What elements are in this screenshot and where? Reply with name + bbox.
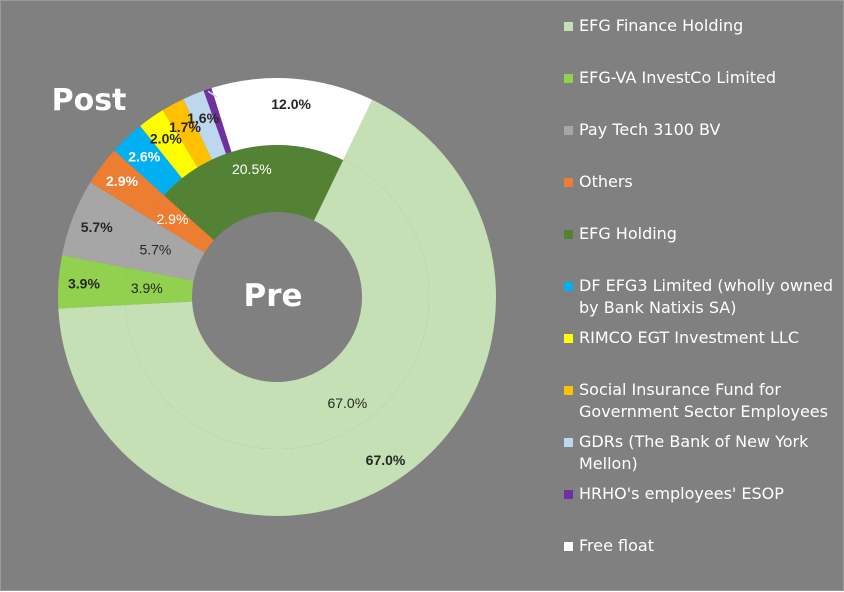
outer-data-label-social-insurance-fund-for-government-sector-employees: 1.7% <box>169 119 201 135</box>
outer-data-label-efg-va-investco-limited: 3.9% <box>68 275 100 291</box>
legend-label: EFG-VA InvestCo Limited <box>579 68 776 87</box>
inner-data-label-pay-tech-3100-bv: 5.7% <box>139 242 171 258</box>
inner-data-label-efg-holding: 20.5% <box>232 161 272 177</box>
legend-label: HRHO's employees' ESOP <box>579 484 784 503</box>
legend-swatch <box>564 178 573 187</box>
inner-data-label-efg-va-investco-limited: 3.9% <box>131 280 163 296</box>
legend-swatch <box>564 386 573 395</box>
legend-swatch <box>564 490 573 499</box>
legend-swatch <box>564 542 573 551</box>
legend-swatch <box>564 282 573 291</box>
legend-label: GDRs (The Bank of New York Mellon) <box>579 432 809 473</box>
inner-ring-pre <box>125 145 429 450</box>
outer-slice-efg-va-investco-limited <box>57 255 128 309</box>
legend-label: Free float <box>579 536 654 555</box>
legend-label: EFG Holding <box>579 224 677 243</box>
outer-slice-df-efg3-limited-wholly-owned-by-bank-natixis-sa <box>114 125 183 196</box>
legend-label: DF EFG3 Limited (wholly owned by Bank Na… <box>579 276 834 317</box>
outer-slice-hrho-s-employees-esop <box>203 88 232 154</box>
inner-slice-pay-tech-3100-bv <box>127 217 205 281</box>
outer-data-label-hrho-s-employees-esop: 0.6% <box>220 92 252 108</box>
legend-label: Others <box>579 172 633 191</box>
leader-lines <box>207 90 218 98</box>
legend-swatch <box>564 230 573 239</box>
inner-slice-others <box>147 195 214 253</box>
outer-ring-title: Post <box>52 83 127 118</box>
legend-swatch <box>564 438 573 447</box>
outer-slice-social-insurance-fund-for-government-sector-employees <box>162 99 212 168</box>
inner-slice-efg-finance-holding <box>125 160 429 450</box>
outer-data-label-rimco-egt-investment-llc: 2.0% <box>150 131 182 147</box>
legend-swatch <box>564 334 573 343</box>
legend-label: Social Insurance Fund for Government Sec… <box>579 380 828 421</box>
outer-data-label-gdrs-the-bank-of-new-york-mellon: 1.6% <box>187 110 219 126</box>
outer-slice-rimco-egt-investment-llc <box>140 110 198 179</box>
legend-label: Pay Tech 3100 BV <box>579 120 721 139</box>
inner-data-label-others: 2.9% <box>156 211 188 227</box>
outer-data-label-df-efg3-limited-wholly-owned-by-bank-natixis-sa: 2.6% <box>128 148 160 164</box>
outer-data-label-others: 2.9% <box>106 173 138 189</box>
legend-label: EFG Finance Holding <box>579 16 744 35</box>
inner-data-label-efg-finance-holding: 67.0% <box>327 395 367 411</box>
leader-line <box>207 90 218 98</box>
legend-swatch <box>564 22 573 31</box>
outer-slice-free-float <box>211 78 373 161</box>
inner-slice-efg-va-investco-limited <box>125 267 194 305</box>
outer-slice-efg-finance-holding <box>58 99 496 516</box>
legend-swatch <box>564 74 573 83</box>
outer-data-label-pay-tech-3100-bv: 5.7% <box>81 219 113 235</box>
outer-data-label-free-float: 12.0% <box>271 96 311 112</box>
slice-labels: 67.0% 3.9% 5.7% 2.9% 2.6%2.0%1.7%1.6%0.6% 12.… <box>68 92 406 468</box>
outer-slice-pay-tech-3100-bv <box>62 182 148 268</box>
outer-ring-post <box>57 78 496 516</box>
outer-slice-gdrs-the-bank-of-new-york-mellon <box>183 90 227 160</box>
legend-swatch <box>564 126 573 135</box>
outer-slice-others <box>90 150 165 218</box>
inner-slice-efg-holding <box>164 145 344 241</box>
legend-label: RIMCO EGT Investment LLC <box>579 328 799 347</box>
outer-data-label-efg-finance-holding: 67.0% <box>366 452 406 468</box>
inner-ring-title: Pre <box>243 278 302 314</box>
